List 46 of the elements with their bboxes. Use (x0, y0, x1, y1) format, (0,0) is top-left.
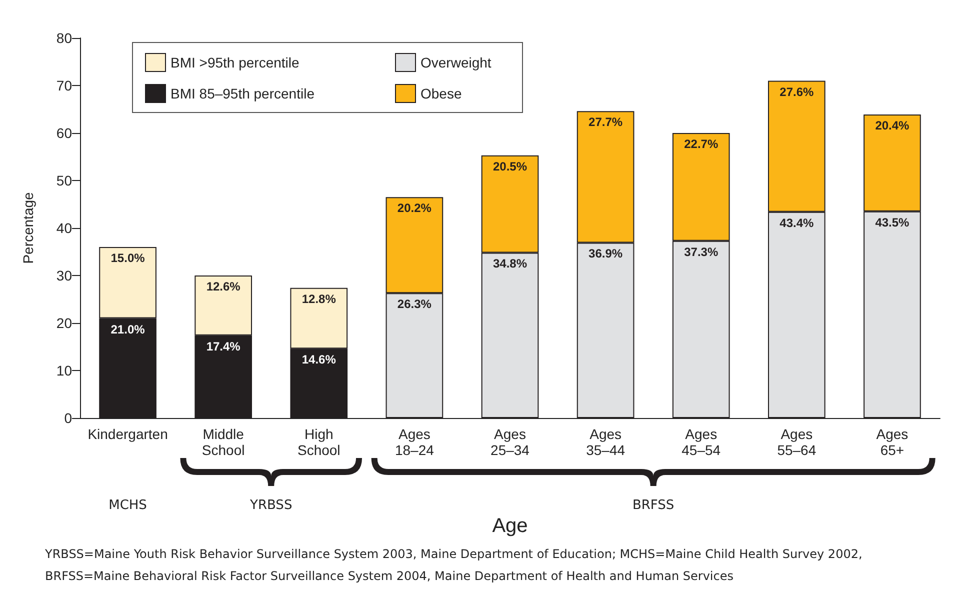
x-axis-title: Age (492, 515, 528, 537)
data-label: 20.5% (492, 159, 528, 174)
text: MCHS (108, 498, 147, 513)
y-tick-label: 20 (56, 315, 72, 331)
y-tick-label: 40 (56, 220, 72, 236)
data-label: 20.2% (397, 201, 432, 216)
x-tick-label: Ages 25–34 (490, 426, 530, 458)
x-tick-label: Ages 18–24 (394, 426, 434, 458)
data-label: 34.8% (492, 256, 528, 271)
y-tick-label: 50 (56, 172, 72, 188)
data-label: 17.4% (206, 339, 241, 354)
y-tick-label: 80 (56, 30, 72, 46)
data-label: 37.3% (684, 244, 718, 259)
y-tick-label: 70 (56, 78, 72, 94)
x-tick-label: Kindergarten (88, 426, 168, 442)
text: YRBSS=Maine Youth Risk Behavior Surveillance System 2003, Maine Department of Education; MCHS=Maine Child Health Survey 2002, BRFSS=Maine Behavioral Risk Factor Surveillance System 2004, Maine Department of Health and Human Services (45, 546, 864, 585)
data-label: 27.6% (780, 84, 814, 99)
x-tick-label: Ages 35–44 (586, 426, 626, 458)
y-tick-label: 30 (56, 268, 72, 284)
x-tick-label: Middle School (202, 426, 245, 458)
y-axis-title: Percentage (20, 192, 36, 264)
y-tick-label: 10 (56, 362, 72, 378)
x-tick-label: Ages 65+ (876, 426, 908, 458)
y-tick-label: 60 (56, 125, 72, 141)
data-label: 12.8% (302, 292, 336, 306)
data-label: 22.7% (684, 137, 718, 151)
data-label: 43.5% (875, 215, 910, 230)
legend-label: BMI 85–95th percentile (170, 86, 315, 102)
y-tick-label: 0 (64, 410, 72, 426)
data-label: 14.6% (302, 352, 336, 367)
data-label: 15.0% (110, 251, 146, 265)
legend-label: BMI >95th percentile (170, 54, 300, 70)
data-label: 26.3% (397, 297, 432, 312)
x-tick-label: High School (297, 426, 340, 458)
data-label: 36.9% (588, 246, 623, 261)
data-label: 27.7% (588, 115, 623, 130)
legend-label: Obese (420, 86, 462, 102)
data-label: 20.4% (875, 118, 910, 132)
text: BRFSS (632, 498, 674, 513)
legend-label: Overweight (420, 54, 492, 70)
data-label: 43.4% (780, 216, 814, 230)
x-tick-label: Ages 45–54 (682, 426, 721, 458)
x-tick-label: Ages 55–64 (777, 426, 816, 458)
text: YRBSS (250, 498, 292, 513)
data-label: 21.0% (110, 322, 146, 336)
data-label: 12.6% (206, 280, 241, 294)
